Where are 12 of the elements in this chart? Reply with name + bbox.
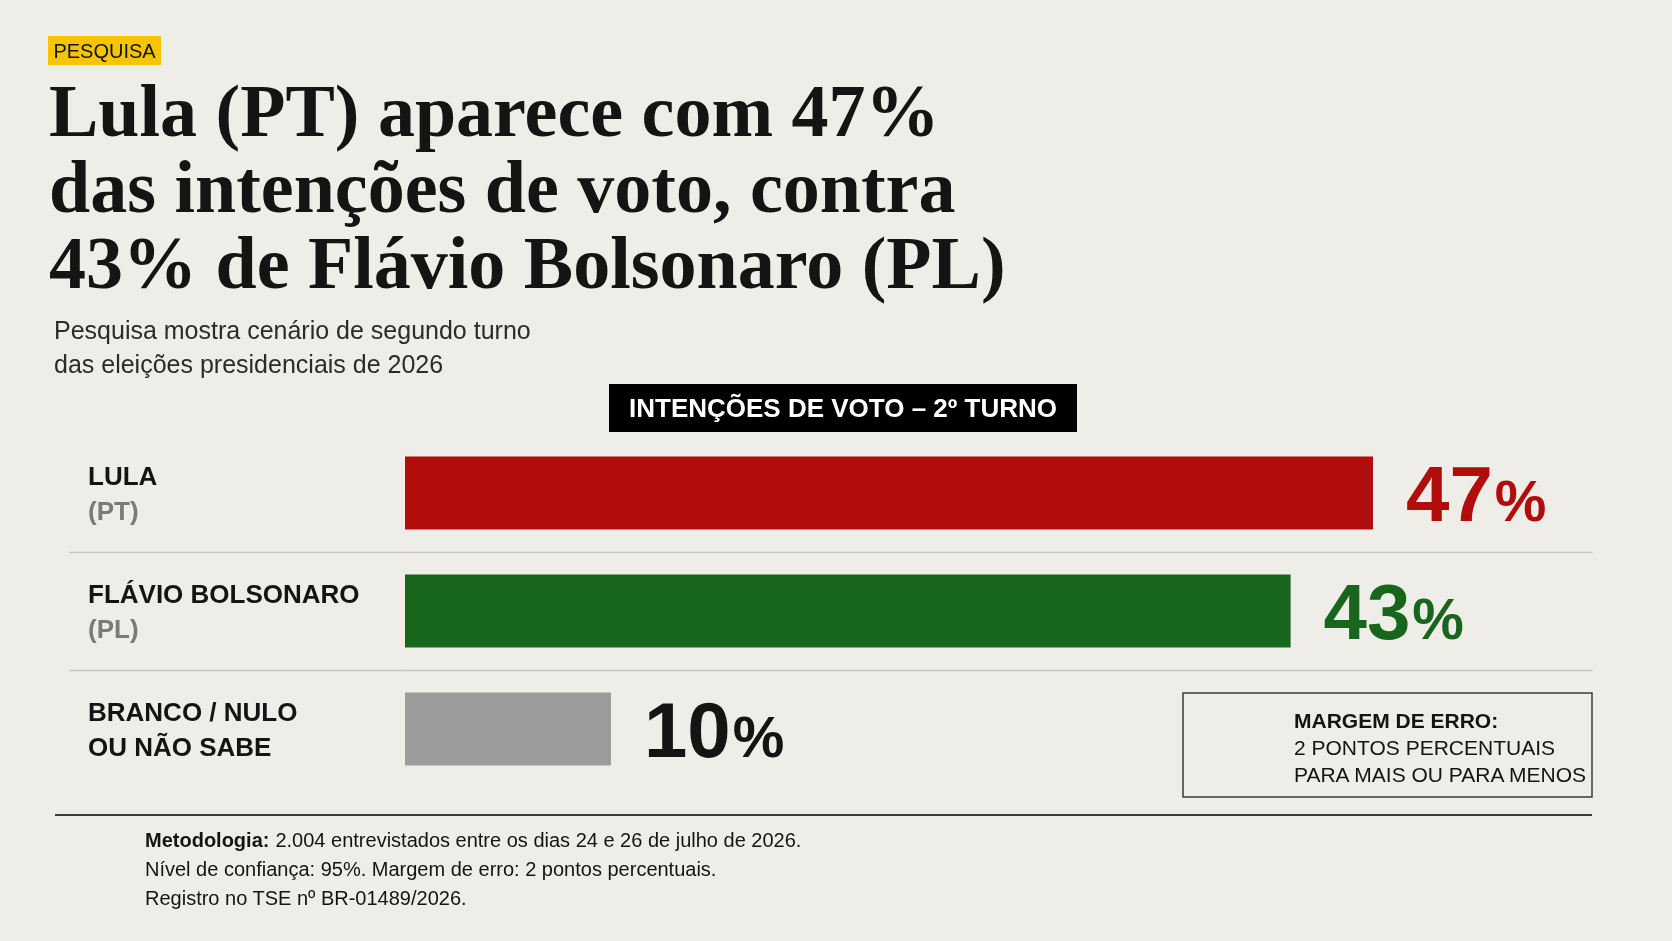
- y-tick-label: FLÁVIO BOLSONARO (PL): [88, 578, 360, 644]
- chart-title: Lula (PT) aparece com 47% das intenções de voto, contra 43% de Flávio Bolsonaro (PL): [49, 70, 1006, 304]
- data-label: 43%: [1323, 568, 1464, 657]
- text: Metodologia: 2.004 entrevistados entre os dias 24 e 26 de julho de 2026. Nível de confiança: 95%. Margem de erro: 2 pontos percentuais. Registro no TSE nº BR-01489/2026.: [145, 829, 802, 909]
- text: PESQUISA: [53, 40, 157, 62]
- annotation: MARGEM DE ERRO: 2 PONTOS PERCENTUAIS PARA MAIS OU PARA MENOS: [1294, 709, 1587, 786]
- y-tick-label: LULA (PT): [88, 460, 158, 526]
- data-label: 47%: [1406, 450, 1547, 539]
- y-tick-label: BRANCO / NULO OU NÃO SABE: [88, 696, 298, 762]
- text: INTENÇÕES DE VOTO – 2º TURNO: [629, 393, 1057, 423]
- data-label: 10%: [643, 686, 785, 775]
- chart-subtitle: Pesquisa mostra cenário de segundo turno das eleições presidenciais de 2026: [54, 316, 531, 378]
